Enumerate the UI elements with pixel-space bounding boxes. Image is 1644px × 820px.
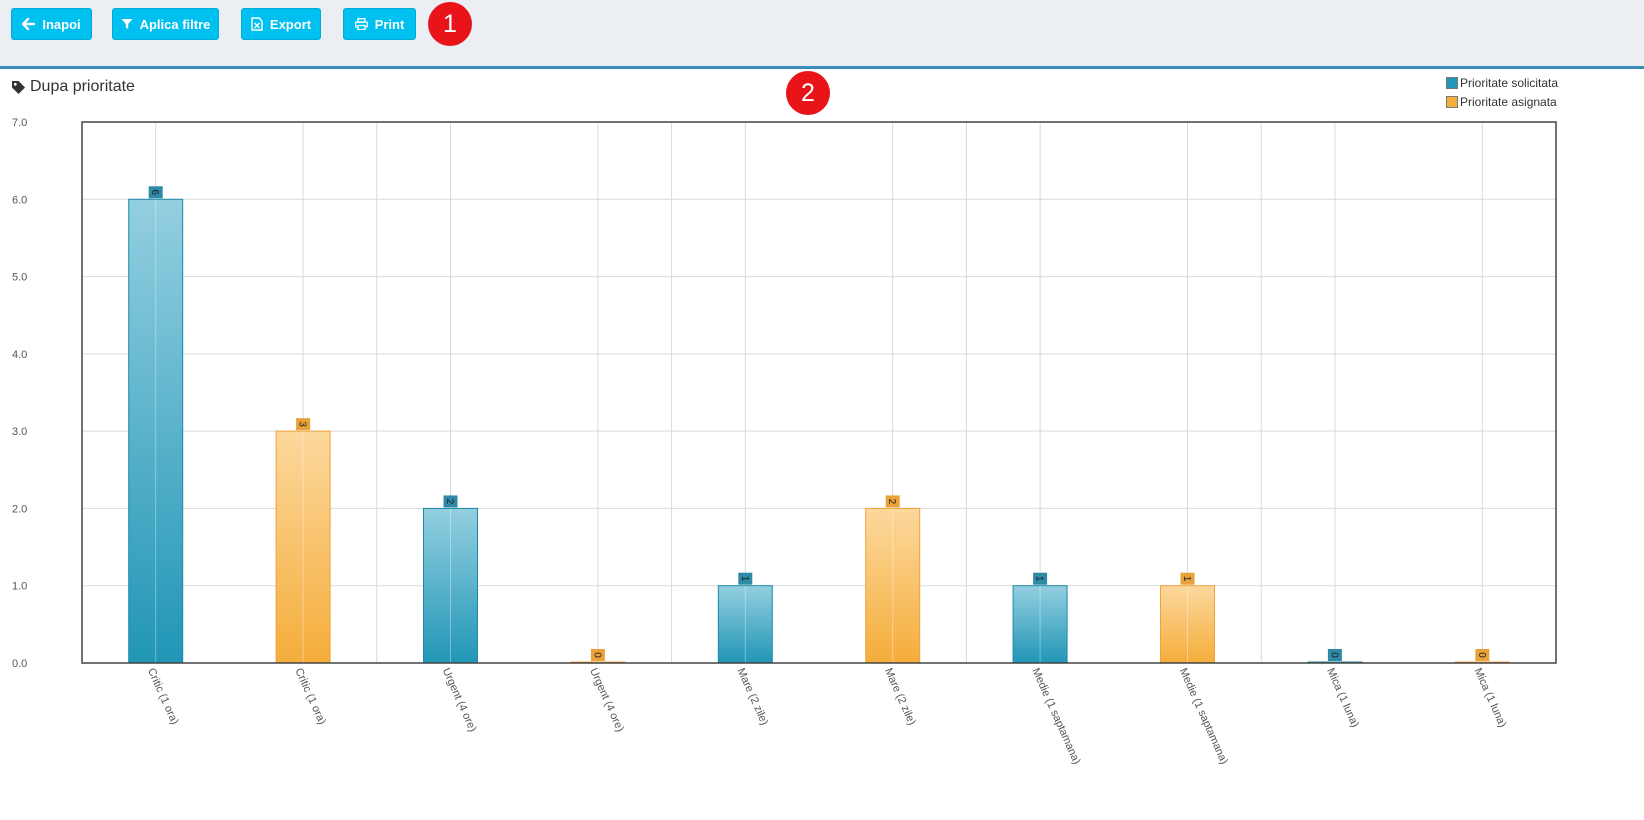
data-label: 1	[739, 576, 750, 582]
data-label-box	[296, 418, 311, 431]
x-tick-label: Critic (1 ora)	[292, 666, 328, 726]
data-label: 1	[1034, 576, 1045, 582]
data-label: 0	[591, 652, 602, 658]
bar-chart: 0.0 1.0 2.0 3.0 4.0 5.0 6.0 7.0 6 2 1 1 0 3 0 2 1 0 Critic…	[12, 117, 1557, 766]
plot-frame	[81, 121, 1557, 664]
annotation-marker-1: 1	[428, 2, 472, 46]
x-tick-label: Medie (1 saptamana)	[1177, 666, 1230, 766]
y-tick-label: 2.0	[12, 503, 27, 515]
x-tick-label: Urgent (4 ore)	[440, 666, 479, 733]
annotation-marker-2: 2	[786, 71, 830, 115]
data-label: 2	[444, 499, 455, 505]
data-label-box	[1327, 649, 1342, 661]
export-button-label: Export	[269, 16, 312, 32]
bar-assigned	[1160, 585, 1215, 664]
bar-requested	[717, 585, 773, 664]
bar-assigned	[865, 507, 921, 664]
arrow-left-icon	[22, 18, 36, 30]
legend-item-requested: Prioritate solicitata	[1446, 73, 1558, 92]
filter-icon	[121, 19, 133, 29]
data-label-box	[443, 495, 458, 508]
x-tick-label: Urgent (4 ore)	[587, 666, 626, 733]
y-tick-label: 5.0	[12, 272, 27, 284]
data-label: 6	[149, 190, 160, 196]
bar-requested	[423, 507, 478, 664]
excel-file-icon	[251, 17, 263, 31]
legend-label-requested: Prioritate solicitata	[1460, 75, 1559, 90]
legend-swatch-requested	[1446, 76, 1458, 89]
data-label: 2	[886, 499, 897, 505]
bar-assigned	[275, 430, 331, 664]
panel-title: Dupa prioritate	[11, 78, 135, 96]
data-label: 1	[1181, 576, 1192, 582]
data-label-box	[148, 186, 163, 199]
x-tick-label: Mica (1 luna)	[1324, 666, 1361, 729]
data-label-box	[590, 649, 605, 661]
y-tick-label: 1.0	[12, 581, 27, 593]
back-button-label: Inapoi	[42, 16, 81, 32]
y-tick-label: 4.0	[12, 349, 27, 361]
legend-swatch-assigned	[1446, 95, 1458, 108]
data-label-box	[885, 495, 900, 508]
data-label: 0	[1328, 652, 1339, 658]
legend-label-assigned: Prioritate asignata	[1460, 94, 1557, 109]
apply-filters-label: Aplica filtre	[139, 16, 211, 32]
apply-filters-button[interactable]: Aplica filtre	[112, 8, 219, 40]
data-label-box	[738, 572, 753, 585]
data-label-box	[1180, 572, 1195, 585]
x-tick-label: Mica (1 luna)	[1472, 666, 1509, 729]
legend-item-assigned: Prioritate asignata	[1446, 92, 1558, 111]
toolbar: Inapoi Aplica filtre Export Print 1	[0, 0, 1644, 66]
y-tick-label: 6.0	[12, 194, 27, 206]
data-label-box	[1475, 649, 1490, 661]
data-label-box	[1033, 572, 1048, 585]
chart-legend: Prioritate solicitata Prioritate asignat…	[1446, 73, 1558, 111]
data-label: 3	[297, 421, 308, 427]
chart-panel: Dupa prioritate 2 Prioritate solicitata …	[0, 66, 1644, 820]
x-tick-label: Mare (2 zile)	[882, 666, 918, 727]
panel-title-text: Dupa prioritate	[30, 78, 135, 95]
x-tick-label: Mare (2 zile)	[735, 666, 771, 727]
print-button[interactable]: Print	[343, 8, 416, 40]
tag-icon	[12, 80, 25, 94]
y-tick-label: 7.0	[12, 117, 27, 129]
y-tick-label: 3.0	[12, 426, 27, 438]
printer-icon	[354, 18, 368, 30]
export-button[interactable]: Export	[241, 8, 321, 40]
print-button-label: Print	[374, 16, 405, 32]
y-tick-label: 0.0	[12, 658, 27, 670]
x-tick-label: Critic (1 ora)	[145, 666, 181, 726]
bar-requested	[1012, 585, 1068, 664]
data-label: 0	[1476, 652, 1487, 658]
back-button[interactable]: Inapoi	[11, 8, 92, 40]
x-tick-label: Medie (1 saptamana)	[1029, 666, 1082, 766]
